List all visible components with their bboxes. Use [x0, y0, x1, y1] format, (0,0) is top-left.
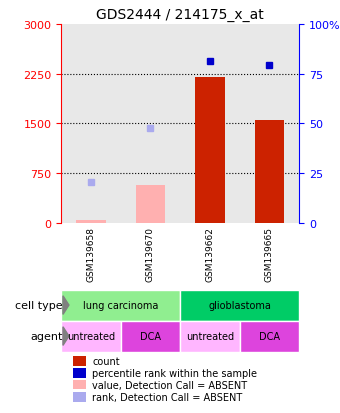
Bar	[61, 290, 180, 321]
Bar	[73, 380, 86, 389]
Text: GSM139670: GSM139670	[146, 227, 155, 282]
Text: count: count	[92, 356, 120, 366]
Text: GSM139658: GSM139658	[86, 227, 96, 282]
Bar	[76, 220, 106, 223]
Text: cell type: cell type	[15, 300, 62, 310]
Text: GSM139662: GSM139662	[205, 227, 215, 282]
Text: rank, Detection Call = ABSENT: rank, Detection Call = ABSENT	[92, 392, 242, 402]
Title: GDS2444 / 214175_x_at: GDS2444 / 214175_x_at	[96, 8, 264, 22]
Text: percentile rank within the sample: percentile rank within the sample	[92, 368, 257, 378]
Text: GSM139665: GSM139665	[265, 227, 274, 282]
Bar	[136, 185, 165, 223]
Text: lung carcinoma: lung carcinoma	[83, 300, 158, 310]
Text: glioblastoma: glioblastoma	[208, 300, 271, 310]
Polygon shape	[63, 296, 69, 315]
Bar	[180, 321, 240, 352]
Bar	[255, 121, 284, 223]
Text: untreated: untreated	[186, 331, 234, 341]
Bar	[61, 321, 121, 352]
Text: DCA: DCA	[259, 331, 280, 341]
Text: untreated: untreated	[67, 331, 115, 341]
Bar	[73, 356, 86, 366]
Bar	[73, 368, 86, 378]
Bar	[195, 78, 225, 223]
Text: value, Detection Call = ABSENT: value, Detection Call = ABSENT	[92, 380, 247, 389]
Polygon shape	[63, 327, 69, 346]
Bar	[180, 290, 299, 321]
Bar	[121, 321, 180, 352]
Text: DCA: DCA	[140, 331, 161, 341]
Text: agent: agent	[30, 331, 62, 341]
Bar	[240, 321, 299, 352]
Bar	[73, 392, 86, 401]
